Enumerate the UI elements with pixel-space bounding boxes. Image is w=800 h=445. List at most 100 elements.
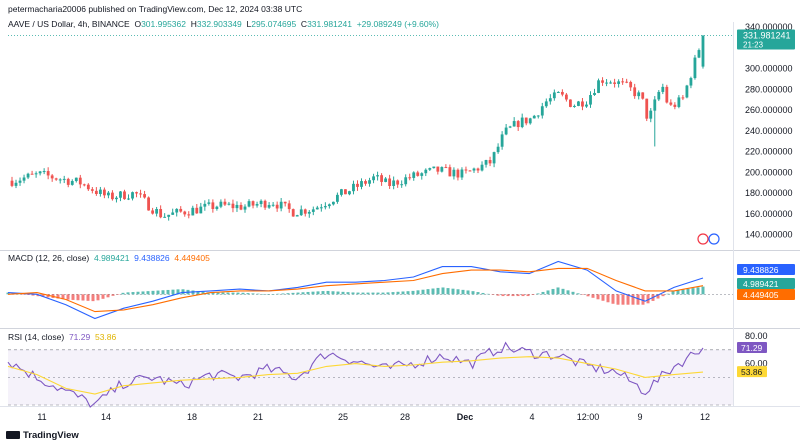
high-label: H [190, 19, 197, 29]
macd-histogram-bar [446, 288, 450, 295]
candle-body [444, 167, 448, 169]
macd-title[interactable]: MACD (12, 26, close) [8, 253, 90, 263]
candle-body [484, 160, 488, 165]
candle-body [661, 86, 665, 92]
candle [456, 168, 460, 181]
candle [544, 98, 548, 108]
candle [548, 94, 552, 105]
candle [673, 102, 677, 110]
candle [665, 84, 669, 104]
candle-body [593, 92, 596, 96]
candle-body [508, 126, 512, 128]
macd-histogram-bar [31, 294, 35, 296]
candle-body [544, 101, 548, 107]
macd-histogram-bar [436, 287, 440, 295]
macd-histogram-bar [426, 289, 430, 295]
candle-body [460, 169, 464, 178]
candle-body [573, 105, 576, 107]
tradingview-logo[interactable]: TradingView [6, 430, 79, 441]
candle-body [179, 208, 183, 212]
candle-body [641, 92, 645, 99]
candle [641, 92, 645, 100]
price-tick-label: 280.000000 [745, 84, 793, 94]
candle-body [372, 176, 375, 181]
candle-body [356, 183, 359, 187]
candle-body [159, 208, 163, 218]
rsi-title[interactable]: RSI (14, close) [8, 332, 65, 342]
candle [283, 201, 287, 207]
macd-histogram-bar [116, 294, 120, 295]
candle [90, 187, 94, 194]
candle-body [360, 181, 363, 187]
candle-body [135, 192, 138, 194]
candle-body [416, 172, 420, 176]
candle-body [111, 192, 114, 200]
candle [484, 159, 488, 168]
candle-body [58, 179, 62, 181]
candle-body [500, 134, 504, 147]
macd-axis-label: 4.989421 [743, 279, 779, 289]
candle-body [151, 210, 155, 214]
candle [400, 180, 404, 188]
symbol-name[interactable]: AAVE / US Dollar, 4h, BINANCE [8, 19, 130, 29]
macd-histogram-bar [631, 294, 635, 305]
candle-body [548, 98, 552, 102]
candle-body [697, 50, 701, 58]
macd-histogram-bar [406, 291, 410, 295]
candle-body [424, 169, 428, 174]
candle [476, 167, 480, 174]
candle-body [693, 57, 697, 79]
candle-body [50, 175, 54, 179]
candle-body [440, 167, 444, 172]
candle [235, 201, 239, 212]
candle-body [279, 201, 283, 209]
macd-histogram-bar [526, 294, 530, 297]
price-axis[interactable]: 340.000000 300.000000 280.000000 260.000000… [737, 22, 795, 378]
macd-histogram-bar [141, 291, 145, 295]
last-price-badge[interactable] [737, 29, 795, 50]
macd-histogram-bar [601, 294, 605, 301]
macd-histogram-bar [581, 294, 585, 295]
rsi-tick-60: 60.00 [745, 359, 768, 369]
macd-histogram-bar [136, 291, 140, 295]
macd-histogram-bar [336, 291, 340, 295]
candle [62, 175, 66, 184]
candle-body [577, 101, 580, 106]
high-value: 332.903349 [196, 19, 242, 29]
candle [163, 213, 167, 218]
candle [569, 99, 572, 108]
candle-body [352, 183, 355, 192]
price-pane[interactable] [8, 35, 733, 245]
candle-body [26, 173, 30, 178]
candle [94, 187, 98, 196]
macd-histogram-bar [626, 294, 630, 305]
candle [601, 77, 604, 86]
candle-body [400, 184, 404, 186]
candle [428, 167, 432, 172]
candle-body [251, 201, 255, 206]
rsi-pane[interactable] [7, 341, 733, 408]
candle-body [319, 207, 323, 209]
candle [593, 88, 596, 96]
macd-legend: MACD (12, 26, close) 4.989421 9.438826 4… [8, 253, 210, 263]
macd-histogram-bar [301, 292, 305, 295]
macd-histogram-bar [266, 294, 270, 295]
candle-body [569, 99, 572, 107]
candle-body [283, 201, 287, 204]
macd-histogram-bar [566, 290, 570, 295]
candle [195, 204, 199, 214]
candle [468, 170, 472, 172]
macd-histogram-bar [486, 293, 490, 295]
macd-pane[interactable] [6, 260, 734, 320]
candle-body [476, 168, 480, 171]
time-axis[interactable]: 11 14 18 21 25 28 Dec 4 12:00 9 12 [37, 412, 710, 422]
candle-body [376, 175, 379, 177]
candle [480, 161, 484, 172]
macd-histogram-bar [86, 294, 90, 301]
candle-body [175, 208, 179, 213]
candle [34, 171, 38, 178]
candle [199, 202, 203, 214]
change-value: +29.089249 (+9.60%) [356, 19, 439, 29]
candle [440, 166, 444, 173]
candle-body [629, 81, 633, 88]
